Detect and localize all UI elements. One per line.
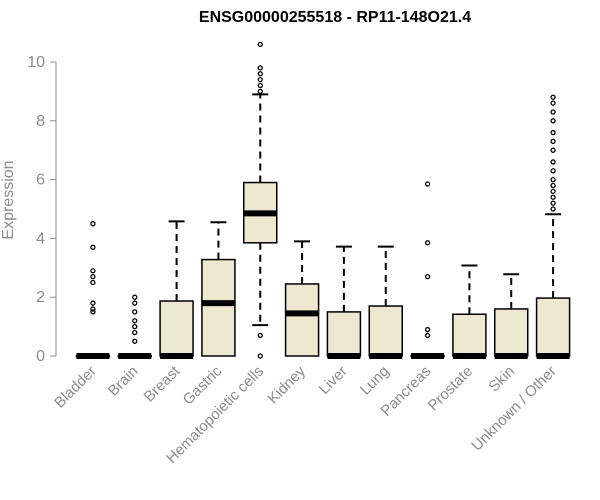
chart-title: ENSG00000255518 - RP11-148O21.4 <box>199 9 471 26</box>
outlier-point <box>90 273 96 280</box>
outlier-point <box>257 88 263 95</box>
box-10 <box>494 273 529 359</box>
outlier-point <box>550 100 556 106</box>
outlier-point <box>550 94 556 100</box>
outlier-point <box>550 109 556 115</box>
x-tick-label: Brain <box>105 363 142 400</box>
outlier-point <box>550 159 556 165</box>
outlier-point <box>550 138 556 145</box>
outlier-point <box>550 182 556 189</box>
x-tick-label: Prostate <box>425 363 477 415</box>
box-9 <box>452 264 487 359</box>
outlier-point <box>424 326 431 333</box>
x-tick-label: Lung <box>357 363 393 399</box>
y-tick-label: 8 <box>36 113 45 130</box>
outlier-point <box>90 268 96 274</box>
outlier-point <box>257 82 263 89</box>
outlier-point <box>424 332 431 339</box>
outlier-point <box>550 168 556 174</box>
box-1 <box>117 294 152 359</box>
box-group <box>75 41 571 359</box>
outlier-point <box>132 309 138 315</box>
box-3 <box>201 221 236 357</box>
outlier-point <box>550 118 556 124</box>
outlier-point <box>424 181 431 187</box>
y-tick-label: 10 <box>27 54 45 71</box>
y-tick-label: 4 <box>36 230 45 247</box>
box-body <box>535 297 571 357</box>
box-body <box>284 283 320 357</box>
outlier-point <box>90 300 96 306</box>
outlier-point <box>90 306 96 312</box>
outlier-point <box>257 71 263 77</box>
y-axis-label: Expression <box>0 160 17 239</box>
x-tick-label: Bladder <box>51 363 100 412</box>
outlier-point <box>550 176 556 183</box>
outlier-point <box>257 353 263 359</box>
box-body <box>494 308 529 357</box>
outlier-point <box>550 194 556 200</box>
box-2 <box>159 220 194 359</box>
box-6 <box>326 245 362 359</box>
outlier-point <box>550 129 556 136</box>
outlier-point <box>132 318 138 324</box>
y-tick-label: 0 <box>36 348 45 365</box>
y-tick-label: 2 <box>36 289 45 306</box>
box-7 <box>368 245 403 359</box>
outlier-point <box>90 244 96 250</box>
outlier-point <box>550 147 556 153</box>
outlier-point <box>257 76 263 83</box>
y-axis: 0 2 4 6 8 10 <box>27 54 57 365</box>
x-tick-label: Kidney <box>264 362 309 407</box>
box-body <box>326 311 362 357</box>
x-tick-label: Skin <box>485 363 518 396</box>
outlier-point <box>90 221 96 227</box>
box-8 <box>410 181 445 359</box>
outlier-point <box>257 332 263 339</box>
outlier-point <box>132 294 138 300</box>
outlier-point <box>550 200 556 206</box>
box-body <box>368 305 403 357</box>
box-body <box>201 258 236 357</box>
box-body <box>159 300 194 357</box>
box-0 <box>75 221 111 359</box>
outlier-point <box>132 329 138 336</box>
outlier-point <box>424 273 431 280</box>
box-11 <box>535 94 571 359</box>
box-5 <box>284 240 320 357</box>
box-4 <box>243 41 278 359</box>
outlier-point <box>132 323 138 330</box>
outlier-point <box>90 309 96 315</box>
y-tick-label: 6 <box>36 172 45 189</box>
x-tick-label: Breast <box>141 362 184 405</box>
outlier-point <box>132 300 138 306</box>
box-body <box>452 313 487 357</box>
outlier-point <box>90 279 96 286</box>
outlier-point <box>550 206 556 212</box>
outlier-point <box>132 338 138 344</box>
x-tick-label: Liver <box>316 363 351 398</box>
outlier-point <box>257 65 263 71</box>
outlier-point <box>424 240 431 246</box>
outlier-point <box>550 188 556 195</box>
outlier-point <box>257 41 263 48</box>
